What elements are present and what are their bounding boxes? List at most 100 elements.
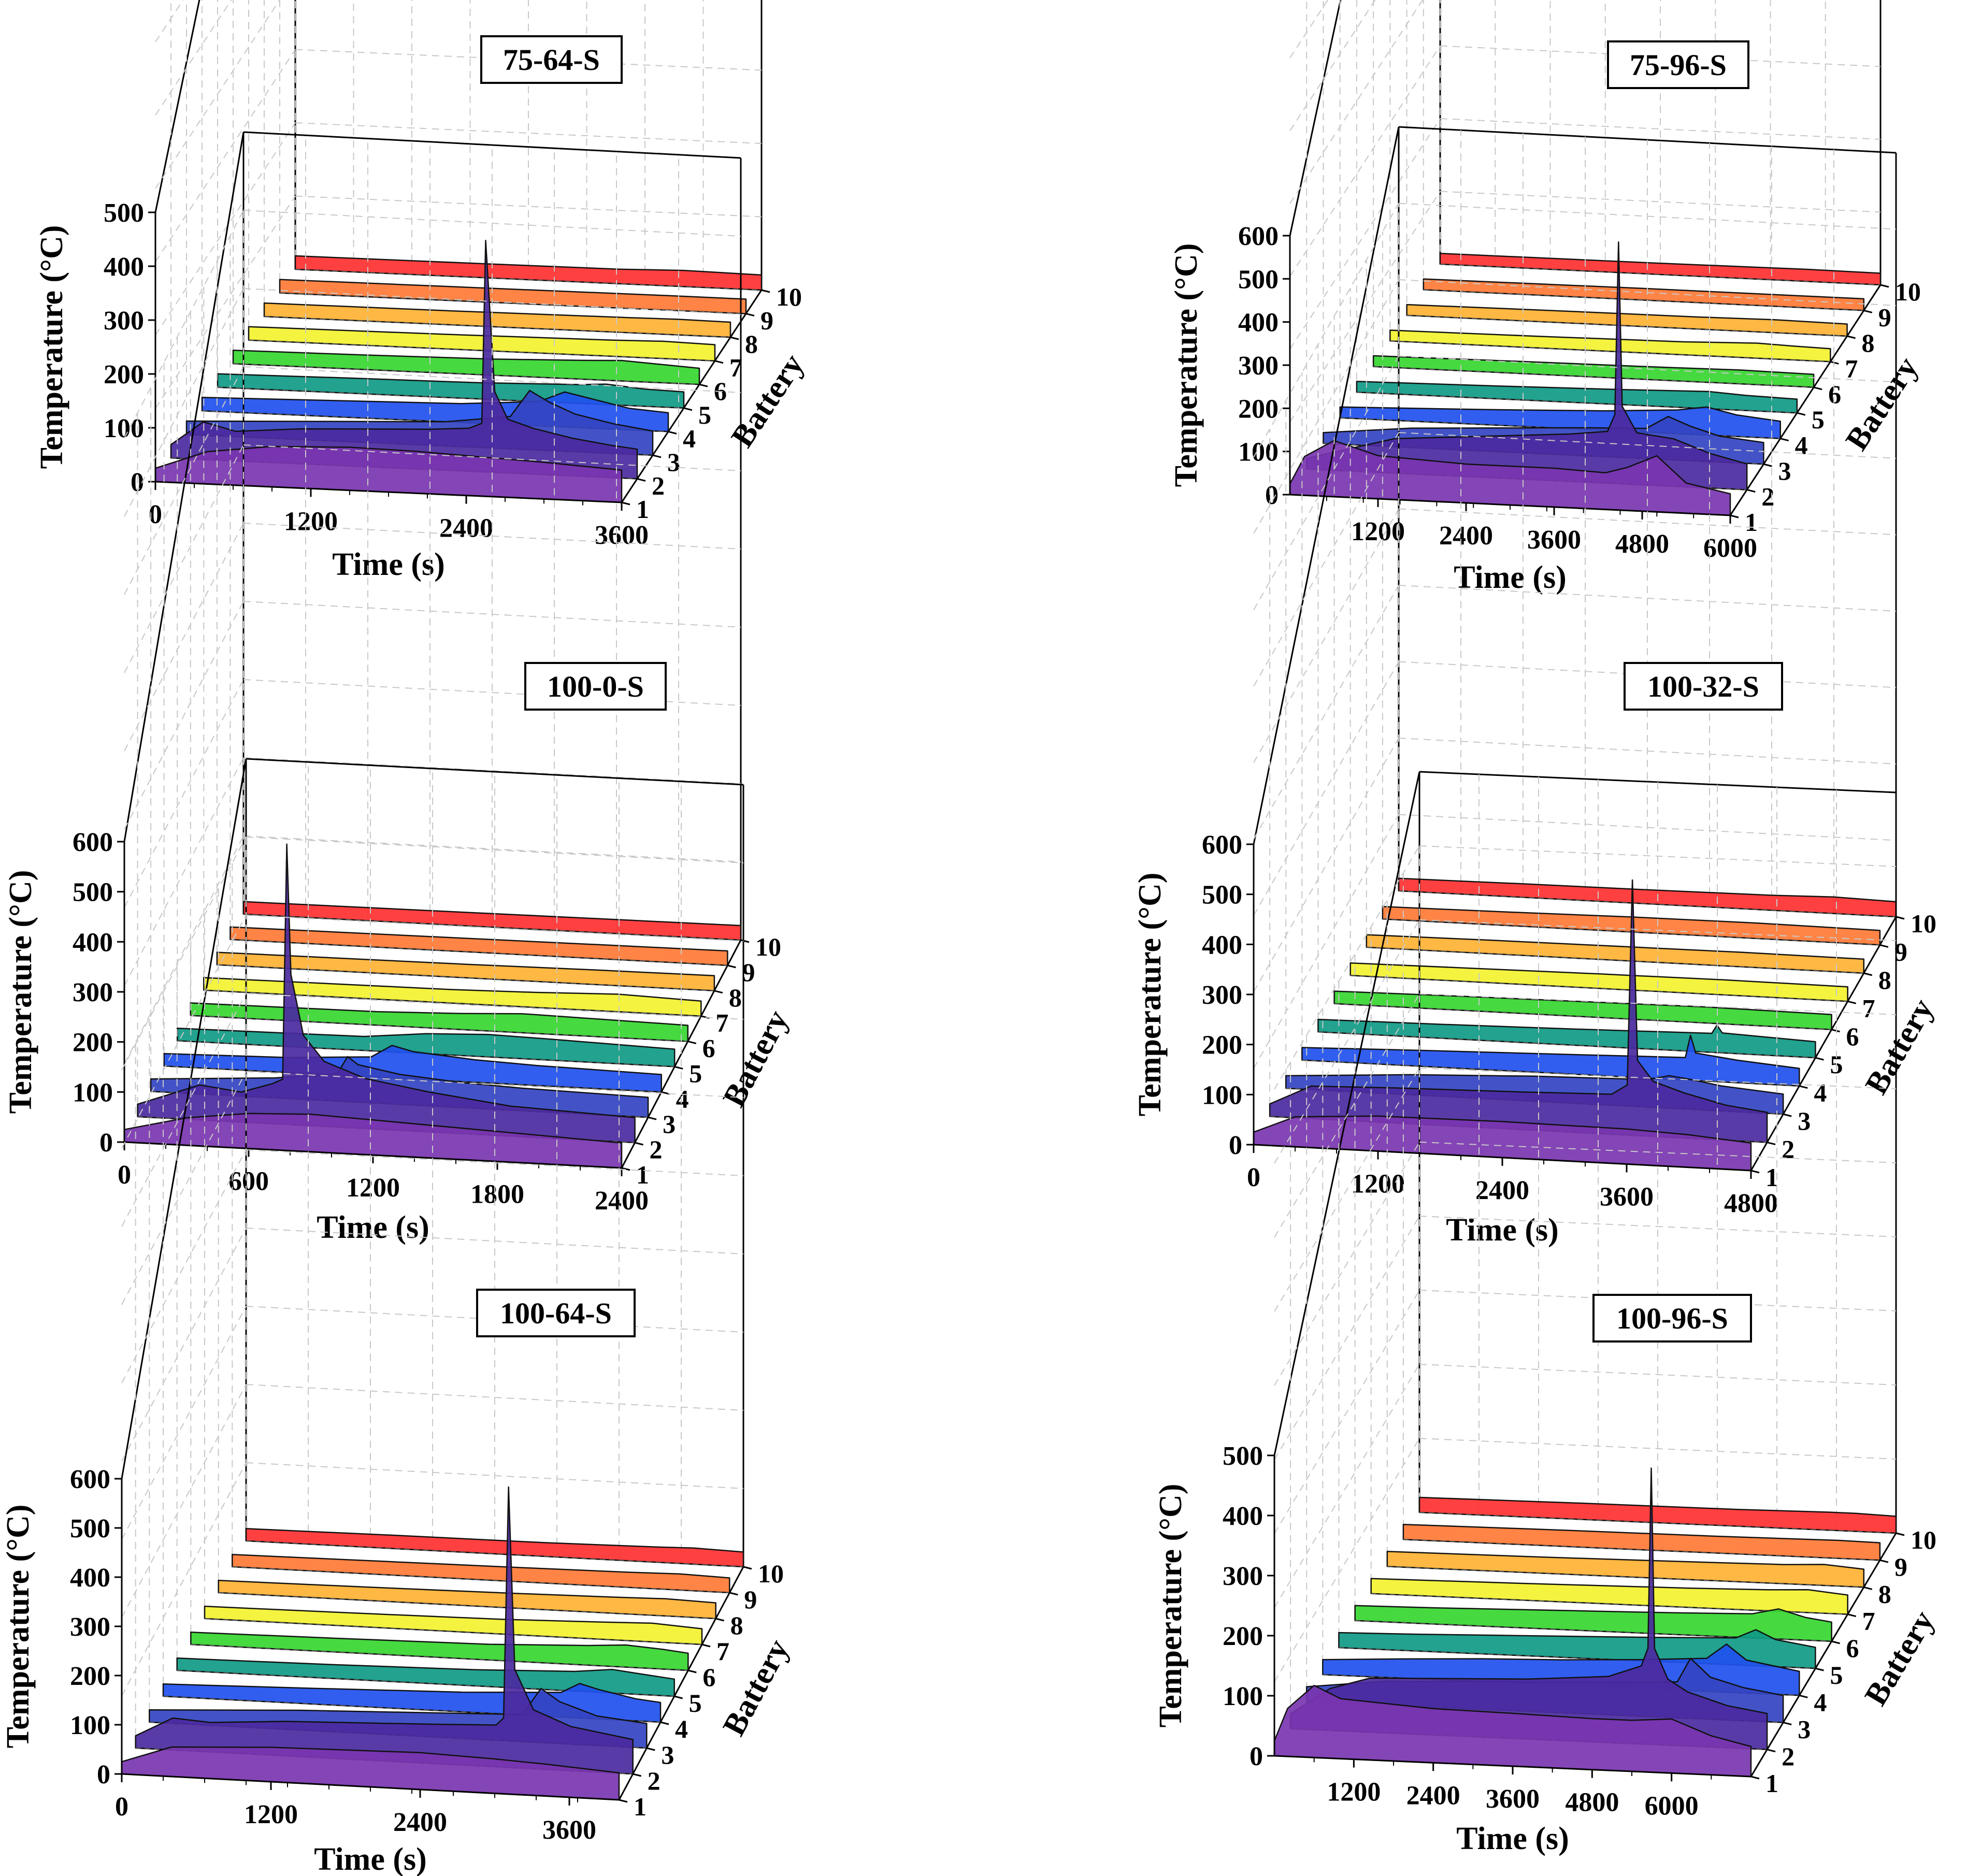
series-baseline	[230, 939, 728, 966]
z-tick-label: 3	[1798, 1715, 1811, 1744]
z-tick-label: 5	[1830, 1661, 1843, 1690]
series-ribbon-1	[1253, 1115, 1752, 1172]
z-tick	[1815, 1057, 1824, 1061]
y-tick-label: 300	[73, 978, 113, 1007]
z-tick	[699, 383, 708, 387]
series-baseline	[1440, 264, 1881, 285]
series-baseline	[218, 1592, 716, 1619]
y-tick-label: 500	[73, 878, 113, 907]
y-tick-label: 500	[104, 198, 144, 228]
series-baseline	[204, 989, 701, 1017]
grid-line	[124, 444, 244, 673]
series-baseline	[264, 316, 731, 338]
z-tick-label: 7	[1862, 1607, 1875, 1636]
grid-line	[155, 0, 232, 116]
z-tick	[1763, 463, 1772, 467]
y-axis-title: Temperature (°C)	[3, 870, 38, 1114]
series-baseline	[1373, 366, 1814, 388]
y-tick-label: 400	[1202, 930, 1242, 960]
grid-line	[1274, 919, 1420, 1164]
z-tick	[1847, 1000, 1857, 1004]
z-tick	[1830, 360, 1839, 365]
panel-tag: 100-64-S	[476, 1289, 636, 1337]
grid-line	[124, 366, 244, 595]
series-ribbon-2	[135, 1486, 634, 1775]
series-ribbon-8	[1386, 1551, 1865, 1588]
z-axis-line	[1729, 284, 1882, 516]
z-tick-label: 4	[1814, 1687, 1827, 1716]
series-ribbon-10	[294, 255, 763, 291]
panel-tag-box	[1624, 662, 1783, 711]
z-tick	[668, 430, 677, 435]
grid-line	[121, 1228, 247, 1462]
grid-line	[1289, 0, 1329, 59]
z-tick	[761, 289, 770, 293]
z-tick	[1799, 1694, 1808, 1698]
y-axis-title: Temperature (°C)	[34, 225, 69, 469]
y-tick-label: 100	[1223, 1682, 1263, 1711]
z-tick-label: 6	[702, 1034, 715, 1063]
y-tick-label: 100	[1202, 1080, 1242, 1110]
z-axis-line	[1750, 916, 1897, 1171]
z-axis-line	[1750, 1533, 1897, 1777]
grid-line	[121, 1306, 247, 1540]
z-tick	[743, 1566, 752, 1570]
grid-line	[243, 523, 741, 550]
z-tick	[1880, 284, 1889, 288]
series-ribbon-2	[137, 843, 636, 1144]
z-tick-label: 7	[1845, 354, 1858, 383]
series-ribbon-9	[232, 1554, 730, 1594]
wall-edge	[243, 131, 741, 159]
z-tick	[674, 1065, 683, 1070]
series-group	[154, 239, 763, 503]
z-tick	[1863, 972, 1873, 976]
panel-tag-label: 100-32-S	[1647, 670, 1759, 703]
y-tick-label: 0	[99, 1128, 113, 1158]
y-tick-label: 300	[104, 306, 144, 336]
x-tick-label: 4800	[1565, 1788, 1619, 1817]
x-tick-label: 3600	[595, 521, 649, 550]
z-tick-label: 8	[730, 1611, 743, 1640]
grid-line	[1289, 45, 1441, 277]
grid-line	[1253, 509, 1399, 763]
grid-line	[295, 195, 762, 218]
grid-line	[246, 915, 744, 942]
z-tick	[621, 1167, 630, 1171]
grid-line	[124, 210, 244, 439]
z-tick-label: 1	[1765, 1769, 1778, 1798]
series-ribbon-9	[1423, 278, 1865, 311]
series-ribbon-4	[163, 1045, 662, 1093]
x-tick-label: 2400	[393, 1808, 447, 1837]
z-tick	[687, 1041, 697, 1045]
grid-line	[121, 1071, 247, 1305]
z-tick-label: 4	[1814, 1078, 1827, 1107]
y-axis-title: Temperature (°C)	[1169, 243, 1204, 487]
z-tick	[740, 939, 750, 943]
z-tick-label: 6	[702, 1663, 715, 1692]
z-tick-label: 1	[1745, 508, 1758, 537]
z-tick-label: 9	[1894, 1552, 1907, 1581]
z-tick	[633, 1773, 642, 1777]
series-ribbon-5	[176, 1657, 675, 1697]
series-baseline	[1318, 1031, 1816, 1059]
z-tick	[683, 407, 693, 411]
grid-line	[1274, 1142, 1420, 1386]
z-tick	[1831, 1640, 1840, 1644]
grid-line	[124, 288, 244, 517]
z-tick-label: 2	[652, 471, 665, 500]
grid-line	[246, 1149, 744, 1176]
grid-line	[1398, 355, 1897, 383]
x-tick-label: 4800	[1724, 1189, 1778, 1218]
grid-line	[1274, 993, 1420, 1238]
y-axis-title: Temperature (°C)	[1, 1505, 36, 1749]
grid-line	[243, 444, 741, 471]
y-tick-label: 400	[104, 252, 144, 282]
z-tick	[674, 1695, 683, 1699]
z-tick-label: 10	[1895, 277, 1921, 306]
y-tick-label: 600	[73, 828, 113, 857]
grid-line	[246, 836, 744, 863]
grid-line	[1419, 1364, 1897, 1386]
panel-tag: 75-64-S	[480, 35, 623, 84]
grid-line	[1289, 191, 1441, 423]
x-tick-label: 1200	[284, 507, 338, 536]
